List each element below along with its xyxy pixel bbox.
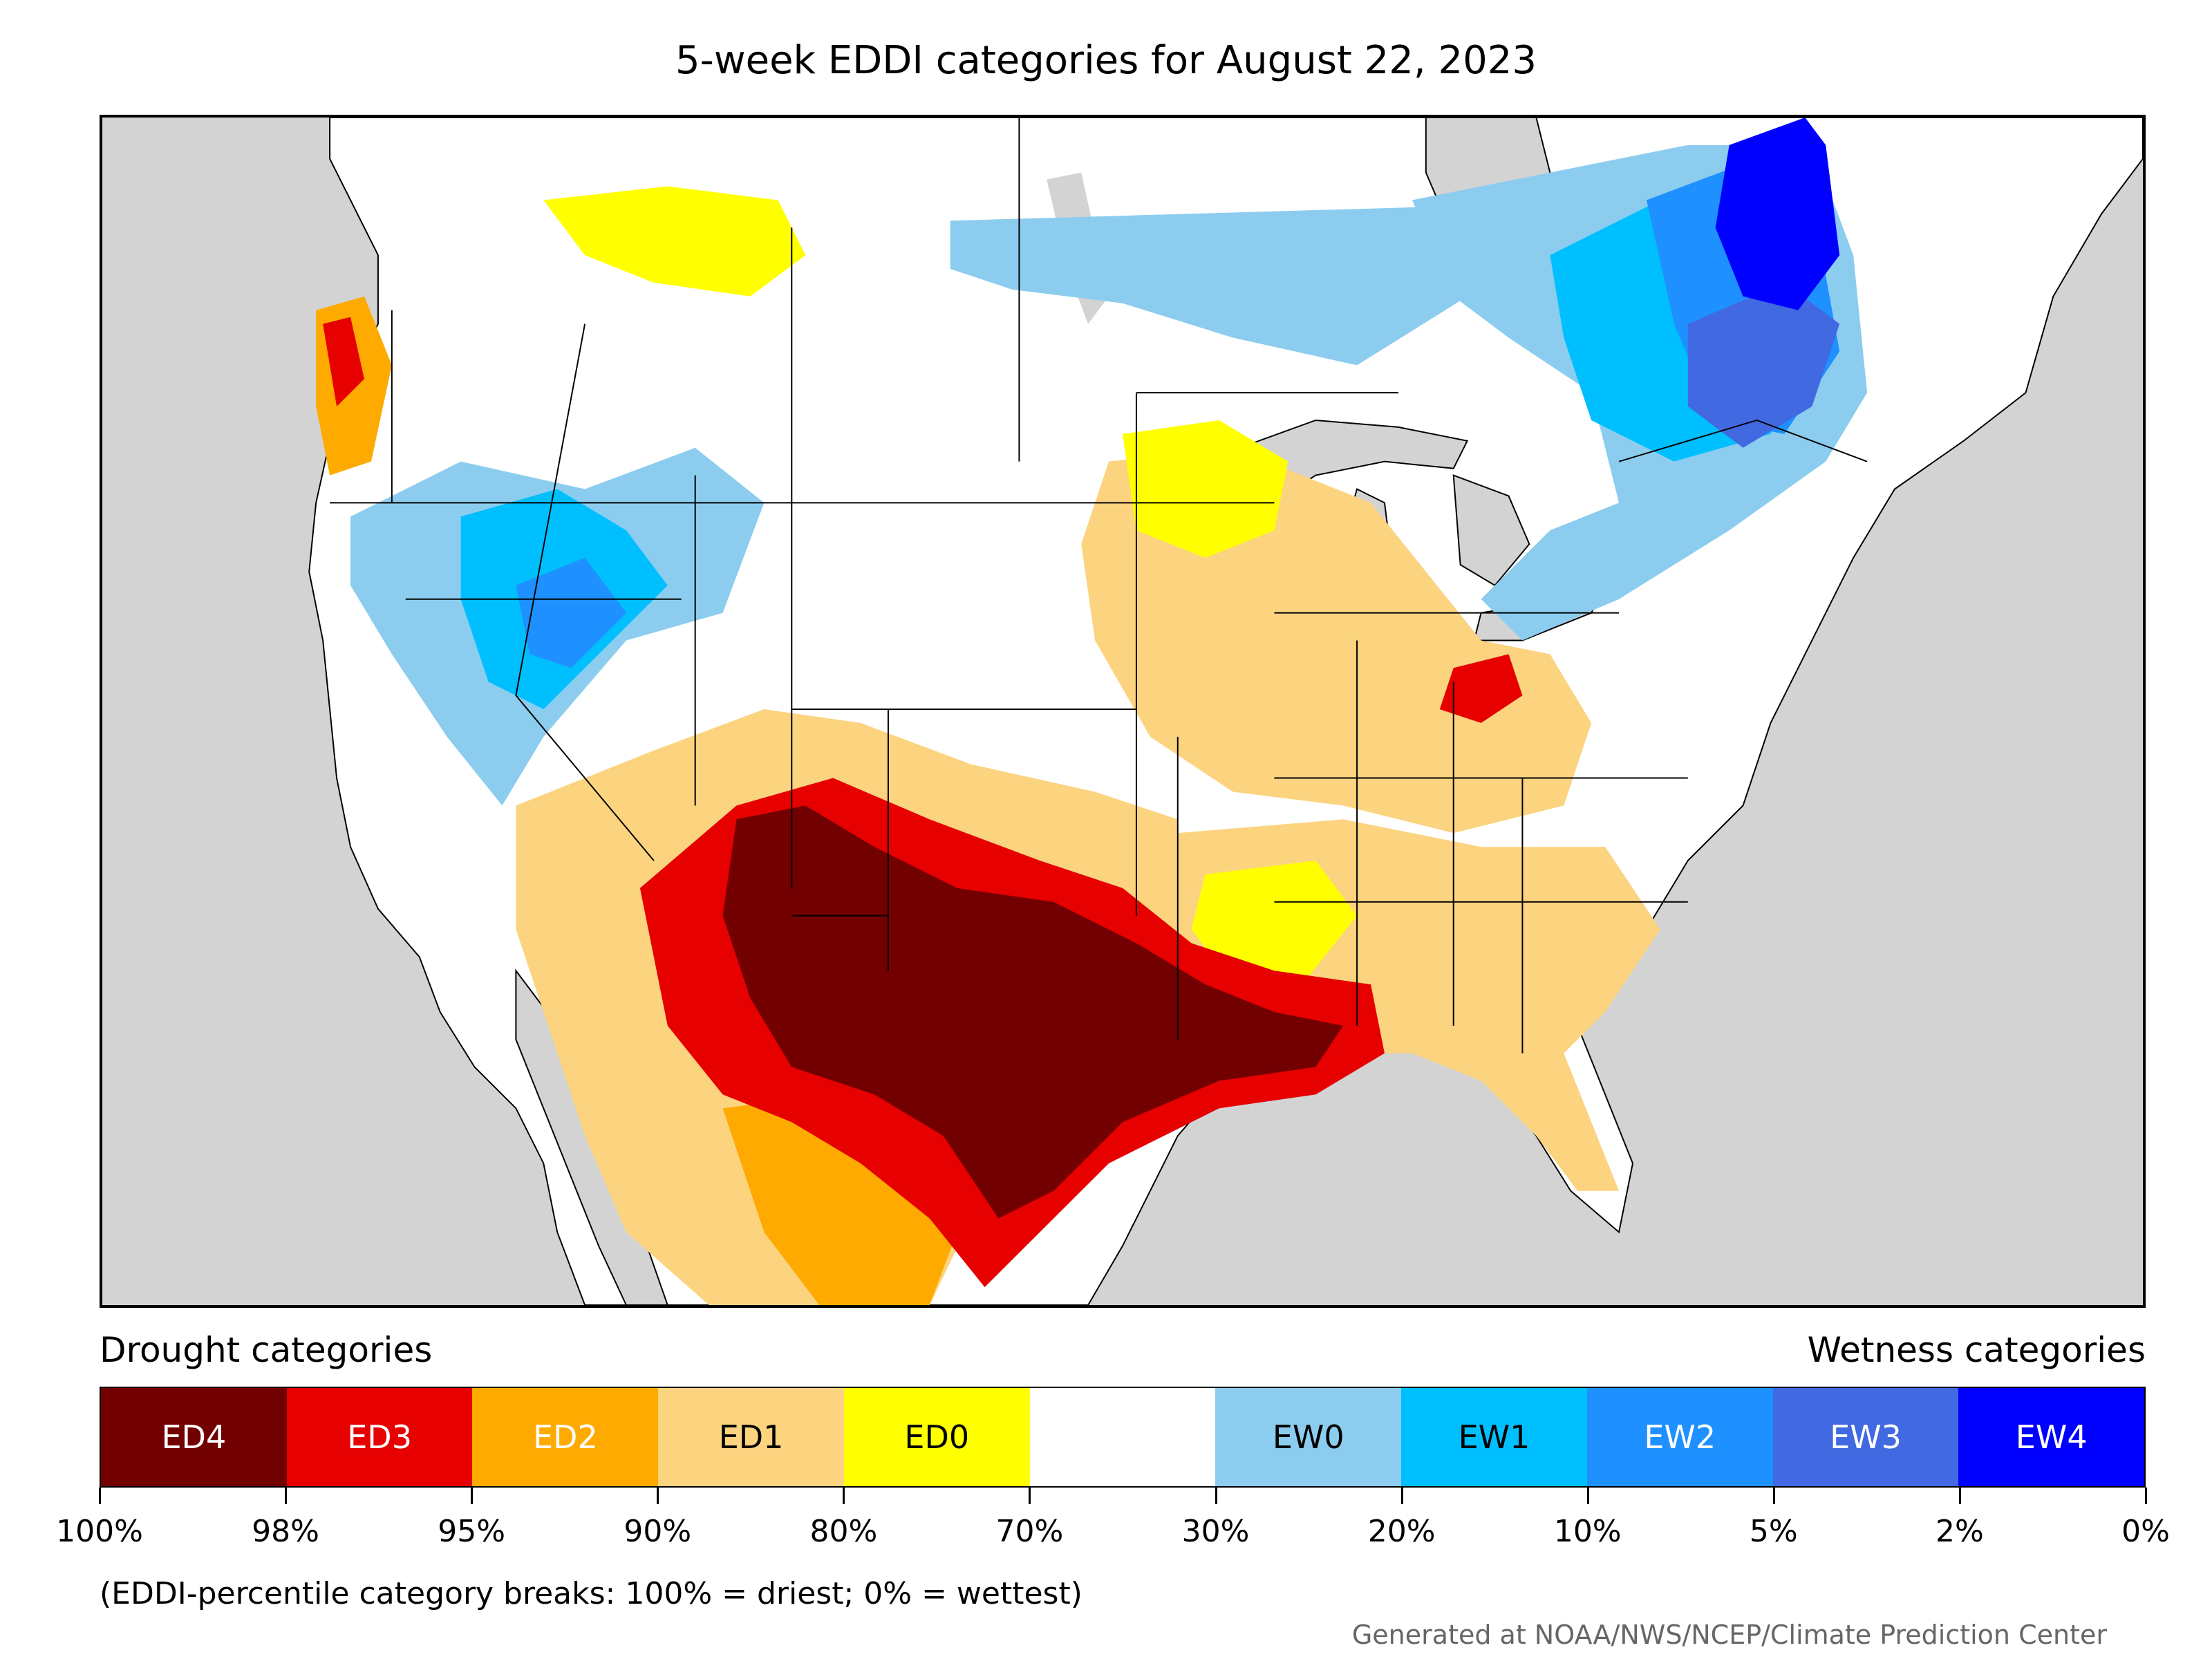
drought-region-texas-ed4 xyxy=(722,805,1344,1219)
credit-line: Generated at NOAA/NWS/NCEP/Climate Predi… xyxy=(1351,1620,2107,1650)
eddi-map xyxy=(100,115,2146,1308)
colorbar-tick xyxy=(471,1488,474,1504)
colorbar-tick xyxy=(1772,1488,1775,1504)
colorbar-tick xyxy=(2145,1488,2147,1504)
colorbar-tick-label: 98% xyxy=(252,1514,319,1549)
colorbar-tick xyxy=(1958,1488,1961,1504)
colorbar-cell-ew4: EW4 xyxy=(1958,1388,2145,1486)
colorbar-tick xyxy=(657,1488,659,1504)
colorbar-cell-ed3: ED3 xyxy=(286,1388,473,1486)
colorbar-tick xyxy=(99,1488,101,1504)
colorbar-cell-ed0: ED0 xyxy=(843,1388,1030,1486)
colorbar-tick-label: 10% xyxy=(1553,1514,1622,1549)
drought-region-ohio-valley-ed3 xyxy=(1439,654,1523,723)
colorbar-tick-label: 95% xyxy=(438,1514,506,1549)
drought-categories-heading: Drought categories xyxy=(100,1330,433,1370)
category-colorbar: ED4 ED3 ED2 ED1 ED0 EW0 EW1 EW2 EW3 EW4 xyxy=(100,1387,2146,1488)
colorbar-cell-ed1: ED1 xyxy=(658,1388,844,1486)
drought-region-pacific-nw-ed3 xyxy=(323,317,364,407)
colorbar-tick-label: 90% xyxy=(624,1514,692,1549)
wet-region-canada-prairie xyxy=(950,207,1468,366)
drought-region-northern-rockies-ed0 xyxy=(543,186,806,297)
wetness-categories-heading: Wetness categories xyxy=(1807,1330,2146,1370)
drought-region-southeast-ed0 xyxy=(1191,860,1358,985)
colorbar-tick-label: 30% xyxy=(1181,1514,1250,1549)
colorbar-tick xyxy=(1400,1488,1403,1504)
colorbar-ticks: 100% 98% 95% 90% 80% 70% 30% 20% 10% 5% 2% 0% xyxy=(56,1488,2170,1547)
colorbar-tick-label: 20% xyxy=(1367,1514,1436,1549)
state-borders xyxy=(330,118,1868,1053)
colorbar-tick xyxy=(1586,1488,1589,1504)
colorbar-tick-label: 5% xyxy=(1749,1514,1798,1549)
wet-region-quebec-ew4 xyxy=(1715,118,1840,310)
colorbar-tick-label: 70% xyxy=(995,1514,1064,1549)
colorbar-tick xyxy=(843,1488,845,1504)
map-canvas xyxy=(308,118,2143,1305)
drought-region-midwest-ed0 xyxy=(1123,420,1288,559)
wet-region-quebec-ew3 xyxy=(1687,282,1840,448)
colorbar-cell-ed4: ED4 xyxy=(101,1388,287,1486)
colorbar-tick xyxy=(1215,1488,1217,1504)
colorbar-tick xyxy=(285,1488,288,1504)
colorbar-tick-label: 100% xyxy=(56,1514,143,1549)
wet-region-utah xyxy=(516,558,626,668)
category-breaks-note: (EDDI-percentile category breaks: 100% =… xyxy=(100,1576,1082,1611)
colorbar-tick-label: 80% xyxy=(809,1514,878,1549)
colorbar-cell-ew3: EW3 xyxy=(1772,1388,1959,1486)
map-title: 5-week EDDI categories for August 22, 20… xyxy=(675,38,1537,83)
colorbar-cell-ew1: EW1 xyxy=(1401,1388,1587,1486)
colorbar-tick-label: 2% xyxy=(1936,1514,1984,1549)
colorbar-tick xyxy=(1029,1488,1031,1504)
colorbar-cell-normal xyxy=(1029,1388,1216,1486)
colorbar-tick-label: 0% xyxy=(2121,1514,2170,1549)
colorbar-cell-ed2: ED2 xyxy=(472,1388,659,1486)
colorbar-cell-ew0: EW0 xyxy=(1215,1388,1402,1486)
colorbar-cell-ew2: EW2 xyxy=(1586,1388,1773,1486)
